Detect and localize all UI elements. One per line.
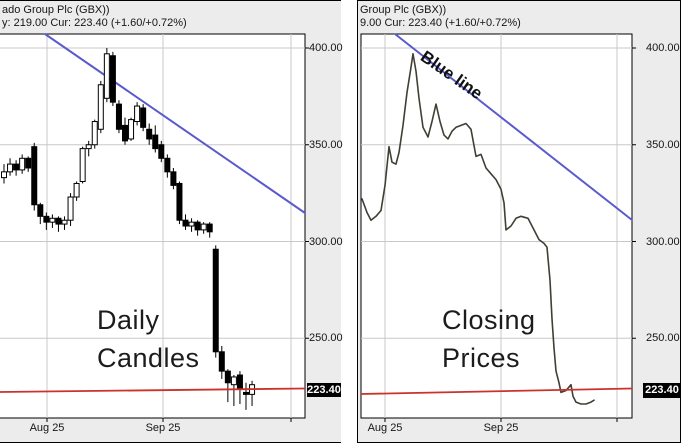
left-current-price-badge: 223.40 (307, 383, 341, 397)
annotation-line: Candles (97, 343, 200, 373)
y-axis-label: 250.00 (309, 332, 343, 345)
y-axis-label: 350.00 (309, 138, 343, 151)
x-axis-label: Sep 25 (145, 422, 181, 434)
left-chart-panel: ado Group Plc (GBX)) y: 219.00 Cur: 223.… (0, 0, 343, 443)
candlestick-chart (0, 33, 309, 422)
x-axis-label: Aug 25 (367, 422, 403, 434)
right-chart-annotation: Closing Prices (442, 301, 536, 377)
y-axis-label: 400.00 (646, 42, 680, 54)
annotation-line: Daily (97, 305, 160, 335)
annotation-line: Prices (442, 343, 521, 373)
line-chart (360, 33, 636, 422)
x-axis-label: Sep 25 (483, 422, 519, 434)
left-chart-title: ado Group Plc (GBX)) (2, 4, 110, 16)
y-axis-label: 300.00 (646, 235, 680, 248)
right-chart-title: Group Plc (GBX)) (360, 4, 447, 16)
left-chart-quote: y: 219.00 Cur: 223.40 (+1.60/+0.72%) (2, 17, 187, 29)
y-axis-label: 350.00 (646, 138, 680, 151)
right-current-price-badge: 223.40 (643, 383, 681, 398)
x-axis-label: Aug 25 (29, 422, 65, 434)
left-chart-annotation: Daily Candles (97, 301, 200, 377)
right-chart-quote: 9.00 Cur: 223.40 (+1.60/+0.72%) (360, 17, 521, 29)
y-axis-label: 300.00 (309, 235, 343, 248)
annotation-line: Closing (442, 305, 536, 335)
y-axis-label: 250.00 (646, 332, 680, 345)
y-axis-label: 400.00 (309, 42, 343, 54)
right-chart-panel: Group Plc (GBX)) 9.00 Cur: 223.40 (+1.60… (357, 0, 681, 443)
